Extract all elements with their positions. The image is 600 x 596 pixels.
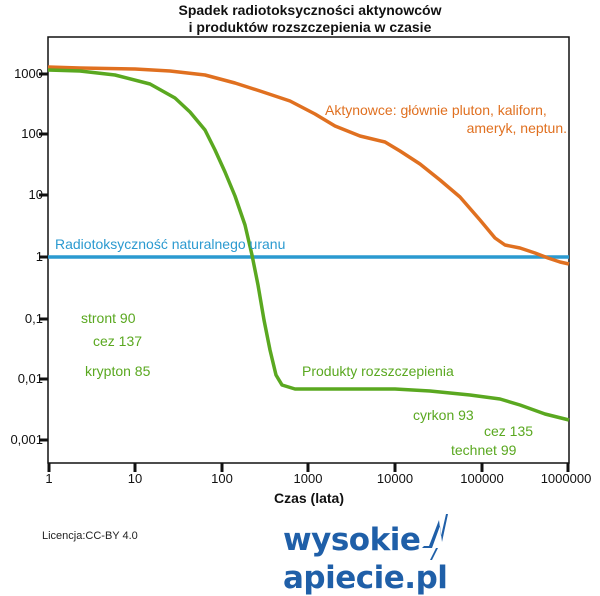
isotope-label-sr90: stront 90	[81, 310, 136, 326]
uranium-label: Radiotoksyczność naturalnego uranu	[55, 236, 286, 252]
site-logo: wysokieapiecie.pl	[283, 512, 600, 596]
fission-products-label: Produkty rozszczepienia	[302, 363, 454, 379]
actinides-label-line-1: Aktynowce: głównie pluton, kaliforn,	[325, 102, 547, 118]
fission-products-curve	[47, 68, 570, 422]
license-text: Licencja:CC-BY 4.0	[42, 530, 138, 542]
chart-title: Spadek radiotoksyczności aktynowców i pr…	[0, 2, 600, 36]
y-tick-label: 0,1	[24, 311, 43, 326]
chart-title-line-1: Spadek radiotoksyczności aktynowców	[178, 2, 442, 18]
isotope-label-tc99: technet 99	[451, 442, 517, 458]
y-tick-label: 0,001	[10, 432, 43, 447]
x-tick-label: 100	[211, 471, 233, 486]
x-tick-label: 1	[45, 471, 53, 486]
x-tick-label: 10	[127, 471, 143, 486]
x-tick-label: 1000	[293, 471, 323, 486]
x-tick-label: 10000	[376, 471, 414, 486]
x-tick-marks	[47, 463, 570, 472]
isotope-label-kr85: krypton 85	[85, 363, 151, 379]
chart-title-line-2: i produktów rozszczepienia w czasie	[188, 19, 432, 35]
actinides-curve	[47, 65, 570, 266]
isotope-label-zr93: cyrkon 93	[413, 407, 474, 423]
x-axis-label: Czas (lata)	[273, 490, 345, 506]
logo-text-right: apiecie.pl	[283, 560, 448, 596]
x-tick-label: 1000000	[540, 471, 592, 486]
lightning-n-icon	[422, 514, 449, 560]
y-tick-label: 1000	[14, 66, 43, 81]
y-tick-label: 10	[28, 187, 43, 202]
chart-plot	[39, 36, 570, 472]
x-tick-label: 100000	[460, 471, 504, 486]
logo-text-left: wysokie	[283, 522, 421, 558]
y-tick-label: 0,01	[17, 371, 43, 386]
y-tick-label: 100	[21, 126, 43, 141]
y-tick-label: 1	[35, 249, 43, 264]
isotope-label-cs137: cez 137	[93, 333, 143, 349]
actinides-label-line-2: ameryk, neptun.	[466, 120, 567, 136]
y-tick-marks	[39, 72, 48, 442]
isotope-label-cs135: cez 135	[484, 423, 534, 439]
